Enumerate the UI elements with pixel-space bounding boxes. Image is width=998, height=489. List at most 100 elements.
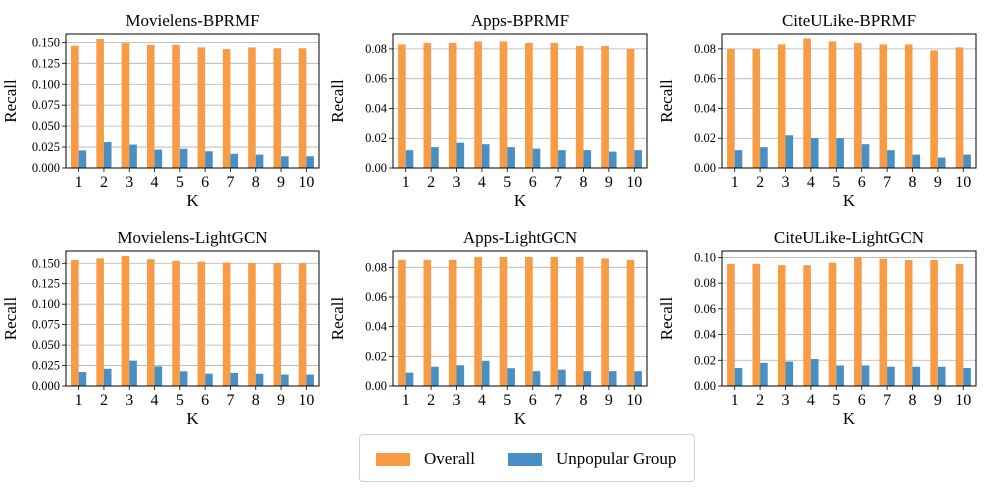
bar-unpopular [785, 361, 794, 386]
y-tick-label: 0.025 [32, 359, 60, 373]
x-tick-label: 7 [226, 392, 234, 409]
y-tick-label: 0.04 [694, 328, 717, 342]
chart-title: CiteULike-BPRMF [782, 11, 916, 30]
x-tick-label: 2 [100, 392, 108, 409]
x-axis-label: K [186, 191, 199, 210]
bar-unpopular [129, 144, 137, 168]
y-axis-label: Recall [657, 79, 676, 123]
x-tick-label: 5 [503, 174, 511, 191]
legend-swatch-overall [376, 452, 410, 466]
bar-overall [71, 45, 79, 168]
x-tick-label: 10 [626, 392, 642, 409]
bar-unpopular [129, 360, 137, 386]
y-tick-label: 0.100 [32, 297, 60, 311]
chart-title: Apps-LightGCN [463, 228, 577, 247]
bar-overall [273, 48, 282, 168]
bar-unpopular [634, 371, 642, 386]
y-tick-label: 0.125 [32, 56, 60, 70]
x-axis-label: K [843, 191, 856, 210]
x-tick-label: 4 [478, 392, 486, 409]
x-tick-label: 3 [782, 174, 790, 191]
bar-unpopular [937, 157, 946, 168]
bar-unpopular [255, 373, 264, 386]
x-tick-label: 8 [580, 174, 588, 191]
legend-item-unpopular: Unpopular Group [508, 449, 676, 469]
legend-item-overall: Overall [376, 449, 475, 469]
y-tick-label: 0.08 [694, 276, 716, 290]
bar-overall [172, 44, 180, 169]
x-tick-label: 9 [277, 174, 285, 191]
x-tick-label: 2 [756, 392, 764, 409]
bar-unpopular [532, 148, 541, 168]
chart-panel-1: 0.000 0.025 0.050 0.075 0.100 0.125 0.150 1 2 3 4 5… [1, 11, 320, 210]
x-tick-label: 3 [125, 174, 133, 191]
y-tick-label: 0.04 [694, 101, 717, 115]
y-tick-label: 0.025 [32, 140, 60, 154]
x-tick-label: 10 [955, 392, 971, 409]
bar-unpopular [810, 359, 819, 386]
x-tick-label: 5 [176, 174, 184, 191]
bar-overall [525, 42, 533, 168]
bar-unpopular [281, 156, 289, 168]
y-tick-label: 0.000 [32, 161, 60, 175]
bar-overall [828, 41, 837, 168]
bar-overall [930, 260, 938, 386]
bar-unpopular [306, 374, 314, 386]
bar-overall [550, 256, 559, 386]
bar-overall [575, 45, 584, 168]
x-tick-label: 6 [201, 392, 209, 409]
x-tick-label: 3 [125, 392, 133, 409]
bar-overall [448, 42, 457, 168]
bar-overall [828, 262, 837, 386]
bar-unpopular [558, 369, 566, 386]
y-tick-label: 0.10 [694, 250, 716, 264]
x-tick-label: 9 [934, 392, 942, 409]
x-tick-label: 5 [832, 174, 840, 191]
y-tick-label: 0.150 [32, 35, 60, 49]
bar-unpopular [634, 150, 642, 168]
x-tick-label: 8 [909, 174, 917, 191]
y-tick-label: 0.06 [694, 302, 716, 316]
bar-unpopular [608, 151, 617, 168]
bar-overall [298, 48, 307, 168]
x-tick-label: 8 [252, 174, 260, 191]
bar-unpopular [558, 150, 566, 168]
bar-unpopular [861, 144, 870, 168]
chart-panel-2: 0.00 0.02 0.04 0.06 0.08 1 2 3 4 5 6 7 8 9 10 Apps-BPRM… [328, 11, 648, 210]
bar-overall [727, 263, 735, 386]
x-tick-label: 9 [605, 392, 613, 409]
x-tick-label: 4 [151, 174, 159, 191]
bar-unpopular [912, 154, 921, 168]
bar-unpopular [230, 372, 239, 386]
bar-unpopular [583, 150, 592, 168]
bar-overall [96, 39, 104, 169]
plot-frame [392, 250, 648, 387]
y-tick-label: 0.00 [694, 379, 716, 393]
bar-overall [955, 47, 964, 168]
y-tick-label: 0.06 [694, 72, 716, 86]
bar-unpopular [583, 371, 592, 386]
plot-frame [392, 33, 648, 169]
y-tick-label: 0.075 [32, 98, 60, 112]
bar-overall [626, 259, 635, 386]
bar-overall [298, 263, 307, 386]
bar-overall [879, 258, 888, 386]
x-tick-label: 1 [75, 392, 83, 409]
chart-title: Apps-BPRMF [471, 11, 569, 30]
bar-unpopular [78, 372, 87, 386]
bar-unpopular [179, 371, 188, 386]
x-tick-label: 2 [427, 174, 435, 191]
bar-overall [904, 260, 913, 386]
bar-overall [222, 49, 231, 169]
bar-unpopular [431, 366, 439, 386]
y-tick-label: 0.02 [365, 131, 387, 145]
bar-overall [222, 262, 231, 386]
x-tick-label: 7 [226, 174, 234, 191]
bar-unpopular [205, 151, 213, 168]
chart-panel-3: 0.00 0.02 0.04 0.06 0.08 1 2 3 4 5 6 7 8 9 10 CiteULike… [657, 11, 977, 210]
bar-unpopular [456, 142, 465, 168]
x-tick-label: 3 [782, 392, 790, 409]
bar-unpopular [963, 368, 971, 386]
bar-unpopular [507, 147, 515, 168]
bar-unpopular [405, 150, 414, 168]
